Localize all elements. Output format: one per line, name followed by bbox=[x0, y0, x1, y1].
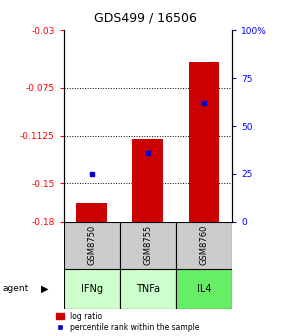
Text: GSM8755: GSM8755 bbox=[143, 225, 153, 265]
Bar bbox=[176, 222, 232, 269]
Text: agent: agent bbox=[3, 285, 29, 293]
Bar bbox=[176, 269, 232, 309]
Bar bbox=[133, 139, 163, 222]
Bar bbox=[76, 203, 107, 222]
Bar bbox=[120, 222, 176, 269]
Legend: log ratio, percentile rank within the sample: log ratio, percentile rank within the sa… bbox=[56, 312, 199, 332]
Text: IL4: IL4 bbox=[197, 284, 211, 294]
Text: GSM8750: GSM8750 bbox=[87, 225, 96, 265]
Bar bbox=[64, 269, 120, 309]
Text: ▶: ▶ bbox=[41, 284, 49, 294]
Text: GSM8760: GSM8760 bbox=[200, 225, 209, 265]
Bar bbox=[120, 269, 176, 309]
Text: GDS499 / 16506: GDS499 / 16506 bbox=[94, 12, 196, 25]
Text: TNFa: TNFa bbox=[136, 284, 160, 294]
Bar bbox=[188, 62, 219, 222]
Text: IFNg: IFNg bbox=[81, 284, 103, 294]
Bar bbox=[64, 222, 120, 269]
